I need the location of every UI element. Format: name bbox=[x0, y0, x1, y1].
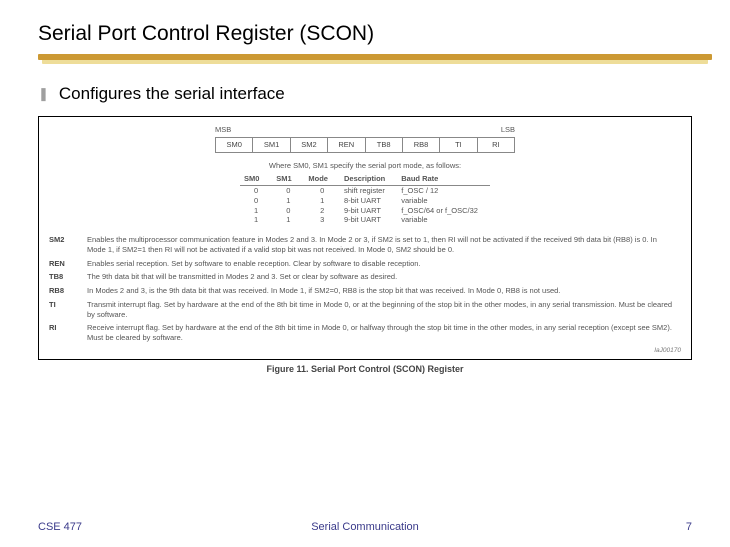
bit-cell: SM0 bbox=[216, 138, 253, 152]
table-row: 0 0 0 shift register f_OSC / 12 bbox=[240, 186, 490, 196]
desc-row: TB8The 9th data bit that will be transmi… bbox=[49, 270, 681, 284]
footer-right: 7 bbox=[686, 521, 692, 533]
slide-container: Serial Port Control Register (SCON) ❚ Co… bbox=[0, 0, 730, 547]
bit-end-labels: MSB LSB bbox=[215, 125, 515, 135]
col-header: SM1 bbox=[272, 174, 304, 185]
figure-box: MSB LSB SM0 SM1 SM2 REN TB8 RB8 TI RI Wh… bbox=[38, 116, 692, 360]
bit-cell: SM1 bbox=[253, 138, 290, 152]
slide-title: Serial Port Control Register (SCON) bbox=[38, 22, 692, 46]
footer-left: CSE 477 bbox=[38, 521, 82, 533]
slide-footer: CSE 477 Serial Communication 7 bbox=[38, 521, 692, 533]
table-header-row: SM0 SM1 Mode Description Baud Rate bbox=[240, 174, 490, 185]
mode-table: SM0 SM1 Mode Description Baud Rate 0 0 0… bbox=[240, 174, 490, 225]
bullet-item: ❚ Configures the serial interface bbox=[38, 84, 692, 104]
bit-cell: REN bbox=[328, 138, 365, 152]
table-row: 1 0 2 9-bit UART f_OSC/64 or f_OSC/32 bbox=[240, 206, 490, 216]
col-header: Mode bbox=[304, 174, 340, 185]
col-header: SM0 bbox=[240, 174, 272, 185]
bit-cell: TI bbox=[440, 138, 477, 152]
bit-cell: RB8 bbox=[403, 138, 440, 152]
col-header: Description bbox=[340, 174, 397, 185]
title-underline bbox=[38, 52, 692, 66]
table-row: 1 1 3 9-bit UART variable bbox=[240, 215, 490, 225]
bit-cell: SM2 bbox=[291, 138, 328, 152]
footer-center: Serial Communication bbox=[311, 521, 419, 533]
desc-row: TITransmit interrupt flag. Set by hardwa… bbox=[49, 298, 681, 322]
col-header: Baud Rate bbox=[397, 174, 490, 185]
bit-cell: TB8 bbox=[366, 138, 403, 152]
bullet-icon: ❚ bbox=[38, 86, 49, 102]
figure-caption: Figure 11. Serial Port Control (SCON) Re… bbox=[38, 364, 692, 374]
lsb-label: LSB bbox=[501, 125, 515, 135]
bit-field-row: SM0 SM1 SM2 REN TB8 RB8 TI RI bbox=[215, 137, 515, 153]
description-table: SM2Enables the multiprocessor communicat… bbox=[49, 233, 681, 345]
desc-row: RB8In Modes 2 and 3, is the 9th data bit… bbox=[49, 284, 681, 298]
where-line: Where SM0, SM1 specify the serial port m… bbox=[49, 161, 681, 171]
bullet-text: Configures the serial interface bbox=[59, 84, 285, 104]
desc-row: SM2Enables the multiprocessor communicat… bbox=[49, 233, 681, 257]
msb-label: MSB bbox=[215, 125, 231, 135]
desc-row: RIReceive interrupt flag. Set by hardwar… bbox=[49, 321, 681, 345]
figure-code: IaJ00170 bbox=[49, 345, 681, 355]
bit-cell: RI bbox=[478, 138, 514, 152]
desc-row: RENEnables serial reception. Set by soft… bbox=[49, 257, 681, 271]
table-row: 0 1 1 8-bit UART variable bbox=[240, 196, 490, 206]
